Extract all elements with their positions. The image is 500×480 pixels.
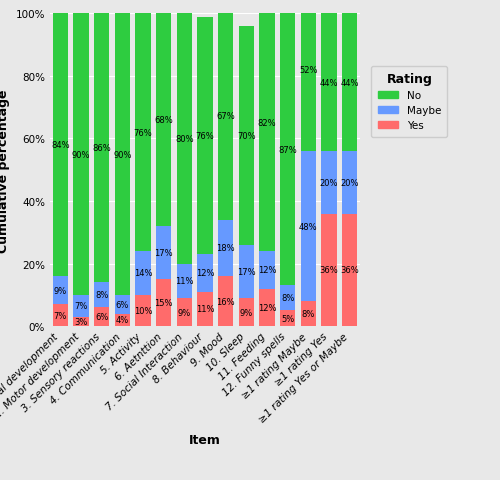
Bar xyxy=(342,152,357,214)
Text: 9%: 9% xyxy=(178,308,191,317)
Text: 52%: 52% xyxy=(299,66,318,75)
Bar xyxy=(135,14,151,252)
Bar xyxy=(259,0,275,252)
Bar xyxy=(52,276,68,305)
Text: 7%: 7% xyxy=(54,311,67,320)
Text: 17%: 17% xyxy=(237,267,256,276)
Bar xyxy=(114,314,130,326)
Text: 4%: 4% xyxy=(116,316,129,324)
Text: 90%: 90% xyxy=(72,150,90,159)
Bar xyxy=(280,14,295,286)
Bar xyxy=(156,279,172,326)
Bar xyxy=(198,254,213,292)
Bar xyxy=(135,295,151,326)
Bar xyxy=(73,14,89,295)
Text: 36%: 36% xyxy=(320,266,338,275)
Bar xyxy=(94,14,110,283)
Bar xyxy=(238,298,254,326)
Text: 11%: 11% xyxy=(175,276,194,286)
Bar xyxy=(135,252,151,295)
Bar xyxy=(238,27,254,245)
Text: 68%: 68% xyxy=(154,116,173,125)
Text: 76%: 76% xyxy=(196,132,214,141)
Bar xyxy=(114,295,130,314)
Bar xyxy=(300,0,316,152)
Bar xyxy=(198,292,213,326)
Text: 12%: 12% xyxy=(196,269,214,278)
Bar xyxy=(259,252,275,289)
Text: 8%: 8% xyxy=(302,310,315,318)
Bar xyxy=(218,12,234,220)
Text: 6%: 6% xyxy=(116,300,129,309)
Text: 16%: 16% xyxy=(216,297,235,306)
Text: 82%: 82% xyxy=(258,119,276,128)
Bar xyxy=(94,308,110,326)
Bar xyxy=(73,295,89,317)
Bar xyxy=(176,264,192,298)
Y-axis label: Cumulative percentage: Cumulative percentage xyxy=(0,89,10,252)
Text: 12%: 12% xyxy=(258,266,276,275)
Bar xyxy=(218,276,234,326)
Bar xyxy=(218,220,234,276)
Text: 6%: 6% xyxy=(95,312,108,322)
Text: 70%: 70% xyxy=(237,132,256,141)
Text: 9%: 9% xyxy=(54,286,67,295)
Bar xyxy=(73,317,89,326)
Bar xyxy=(300,152,316,301)
Bar xyxy=(280,311,295,326)
Text: 12%: 12% xyxy=(258,303,276,312)
Bar xyxy=(321,14,337,152)
Text: 5%: 5% xyxy=(281,314,294,323)
Bar xyxy=(156,14,172,227)
Bar xyxy=(198,17,213,254)
Text: 48%: 48% xyxy=(299,222,318,231)
Text: 15%: 15% xyxy=(154,299,173,308)
Text: 76%: 76% xyxy=(134,129,152,137)
Bar xyxy=(176,298,192,326)
Text: 18%: 18% xyxy=(216,244,235,253)
Text: 86%: 86% xyxy=(92,144,111,153)
Bar xyxy=(238,245,254,298)
Text: 10%: 10% xyxy=(134,306,152,315)
Bar xyxy=(300,301,316,326)
Text: 8%: 8% xyxy=(95,291,108,300)
Bar xyxy=(52,305,68,326)
Text: 7%: 7% xyxy=(74,301,88,311)
Bar xyxy=(342,14,357,152)
Bar xyxy=(342,214,357,326)
Bar xyxy=(94,283,110,308)
Text: 44%: 44% xyxy=(320,79,338,87)
Text: 87%: 87% xyxy=(278,145,297,155)
Text: 20%: 20% xyxy=(340,179,359,187)
Bar xyxy=(321,214,337,326)
Text: 84%: 84% xyxy=(51,141,70,150)
Text: 14%: 14% xyxy=(134,269,152,278)
Text: 9%: 9% xyxy=(240,308,253,317)
X-axis label: Item: Item xyxy=(189,432,221,445)
Text: 8%: 8% xyxy=(281,294,294,303)
Text: 90%: 90% xyxy=(113,150,132,159)
Bar xyxy=(321,152,337,214)
Text: 11%: 11% xyxy=(196,305,214,314)
Text: 17%: 17% xyxy=(154,249,173,258)
Bar xyxy=(259,289,275,326)
Bar xyxy=(280,286,295,311)
Text: 80%: 80% xyxy=(175,135,194,144)
Text: 44%: 44% xyxy=(340,79,359,87)
Bar xyxy=(176,14,192,264)
Bar xyxy=(114,14,130,295)
Text: 3%: 3% xyxy=(74,317,88,326)
Bar xyxy=(156,227,172,279)
Legend: No, Maybe, Yes: No, Maybe, Yes xyxy=(372,66,448,137)
Text: 67%: 67% xyxy=(216,111,235,120)
Text: 20%: 20% xyxy=(320,179,338,187)
Text: 36%: 36% xyxy=(340,266,359,275)
Bar xyxy=(52,14,68,276)
